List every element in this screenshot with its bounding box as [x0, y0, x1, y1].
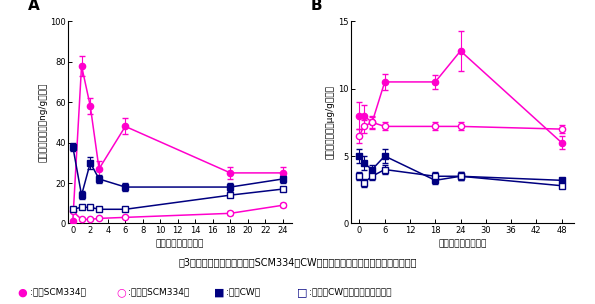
- Text: :接種SCM334、: :接種SCM334、: [30, 287, 86, 296]
- Text: :非接種CW、誤差線は標準誤差: :非接種CW、誤差線は標準誤差: [309, 287, 392, 296]
- Text: □: □: [298, 287, 308, 297]
- X-axis label: 接種後時間（時間）: 接種後時間（時間）: [156, 239, 204, 248]
- Text: ○: ○: [116, 287, 126, 297]
- Text: B: B: [311, 0, 322, 13]
- X-axis label: 接種後時間（時間）: 接種後時間（時間）: [439, 239, 487, 248]
- Y-axis label: ジャスモン酸量（ng/g生重）: ジャスモン酸量（ng/g生重）: [38, 83, 47, 162]
- Text: ■: ■: [214, 287, 225, 297]
- Text: :非接種SCM334、: :非接種SCM334、: [128, 287, 189, 296]
- Text: :接種CW、: :接種CW、: [226, 287, 260, 296]
- Y-axis label: サリチル酸量（μg/g生重）: サリチル酸量（μg/g生重）: [326, 85, 335, 159]
- Text: A: A: [28, 0, 40, 13]
- Text: ●: ●: [18, 287, 27, 297]
- Text: 嘦3　疫病菌遊走子接種後のSCM334とCW葉のサリチル酸とジャスモン酸蓄積量: 嘦3 疫病菌遊走子接種後のSCM334とCW葉のサリチル酸とジャスモン酸蓄積量: [178, 257, 416, 267]
